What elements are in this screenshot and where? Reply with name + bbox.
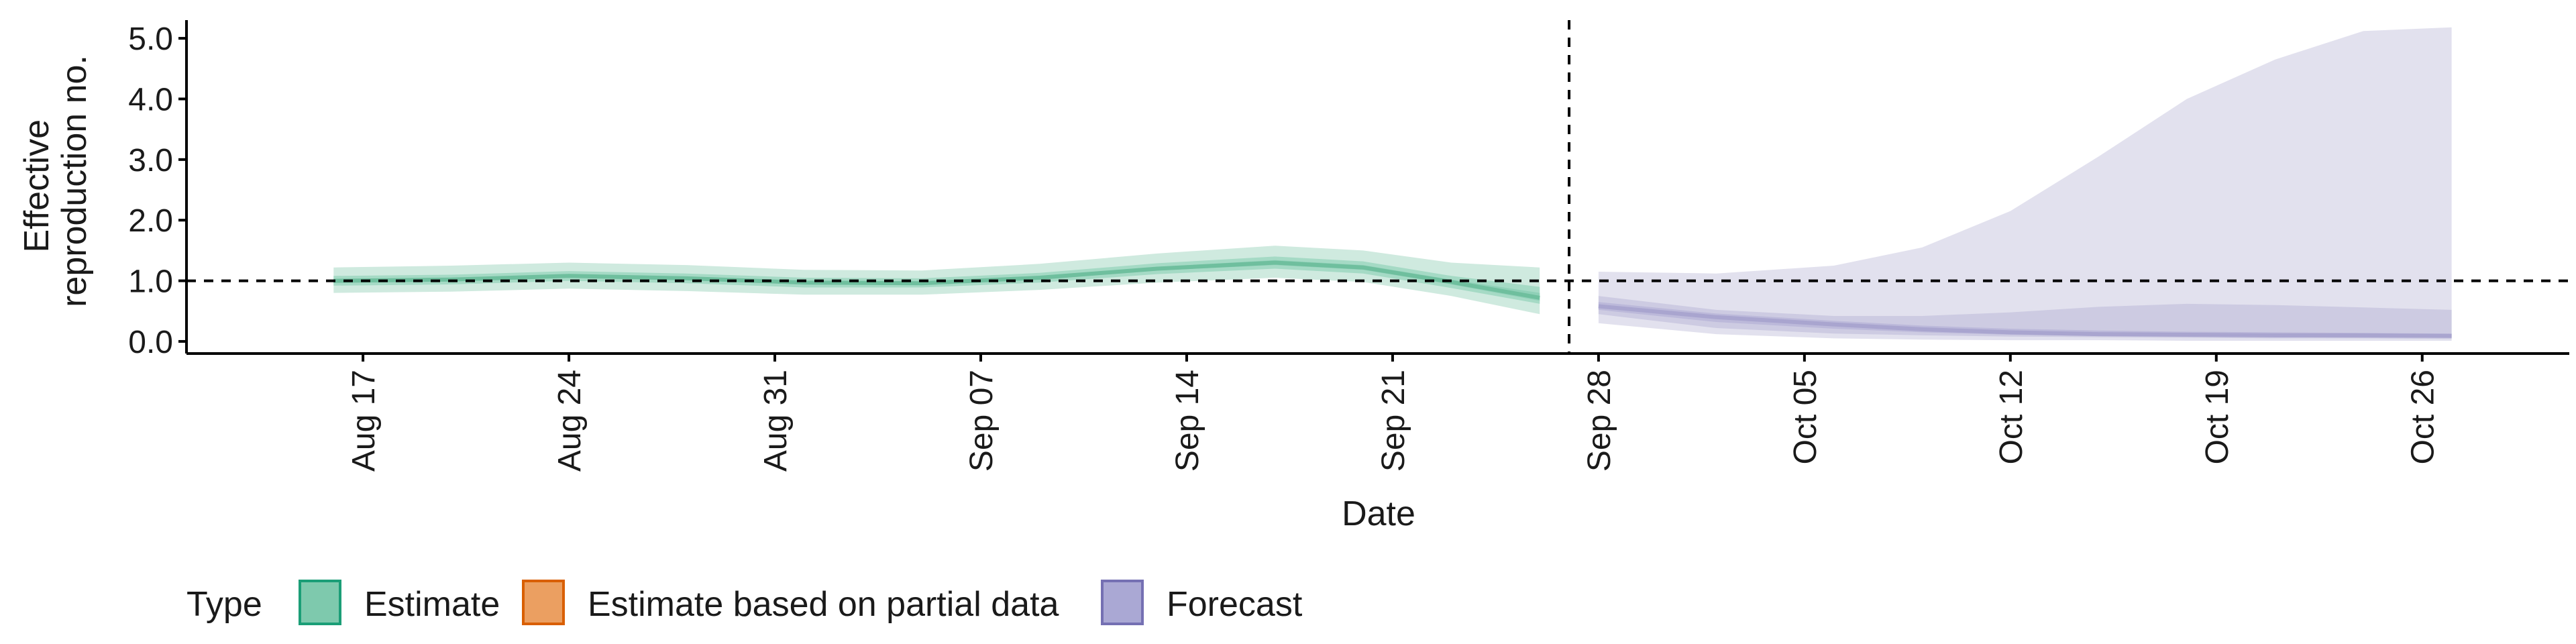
legend-title: Type bbox=[186, 585, 262, 624]
legend-swatch bbox=[1101, 580, 1144, 625]
x-tick-label: Sep 21 bbox=[1376, 370, 1411, 472]
y-tick-label: 4.0 bbox=[128, 82, 173, 117]
y-tick-label: 3.0 bbox=[128, 143, 173, 178]
forecast-median-line bbox=[1598, 304, 2452, 338]
x-tick-label: Oct 12 bbox=[1994, 370, 2029, 464]
y-tick-label: 0.0 bbox=[128, 325, 173, 360]
legend-swatch bbox=[522, 580, 565, 625]
y-tick-label: 2.0 bbox=[128, 203, 173, 239]
x-tick-label: Aug 24 bbox=[552, 370, 588, 472]
legend: Type Estimate Estimate based on partial d… bbox=[186, 580, 1303, 625]
uncertainty-bands bbox=[333, 27, 2452, 341]
legend-label: Estimate bbox=[364, 585, 500, 624]
y-axis-title: Effective reproduction no. bbox=[17, 55, 94, 307]
x-axis-title: Date bbox=[1342, 494, 1415, 533]
x-tick-label: Sep 14 bbox=[1170, 370, 1205, 472]
y-tick-label: 1.0 bbox=[128, 264, 173, 300]
axes bbox=[185, 20, 2569, 355]
legend-label: Estimate based on partial data bbox=[588, 585, 1059, 624]
y-axis-title-line1: Effective bbox=[17, 119, 56, 252]
y-tick-label: 5.0 bbox=[128, 21, 173, 57]
legend-swatch bbox=[299, 580, 341, 625]
x-tick-label: Oct 19 bbox=[2200, 370, 2235, 464]
reference-lines bbox=[186, 20, 2569, 354]
x-tick-label: Aug 31 bbox=[758, 370, 794, 472]
x-tick-label: Sep 07 bbox=[964, 370, 1000, 472]
y-axis-title-line2: reproduction no. bbox=[55, 55, 94, 307]
forecast-band-90 bbox=[1598, 27, 2452, 341]
x-tick-label: Oct 05 bbox=[1788, 370, 1823, 464]
x-tick-label: Aug 17 bbox=[346, 370, 382, 472]
legend-label: Forecast bbox=[1167, 585, 1303, 624]
x-tick-label: Sep 28 bbox=[1582, 370, 1617, 472]
x-tick-label: Oct 26 bbox=[2406, 370, 2441, 464]
forecast-band-50 bbox=[1598, 296, 2452, 339]
axis-ticks: 0.0 1.0 2.0 3.0 4.0 5.0 Aug 17 Aug 24 Aug 31 Sep … bbox=[128, 21, 2440, 472]
